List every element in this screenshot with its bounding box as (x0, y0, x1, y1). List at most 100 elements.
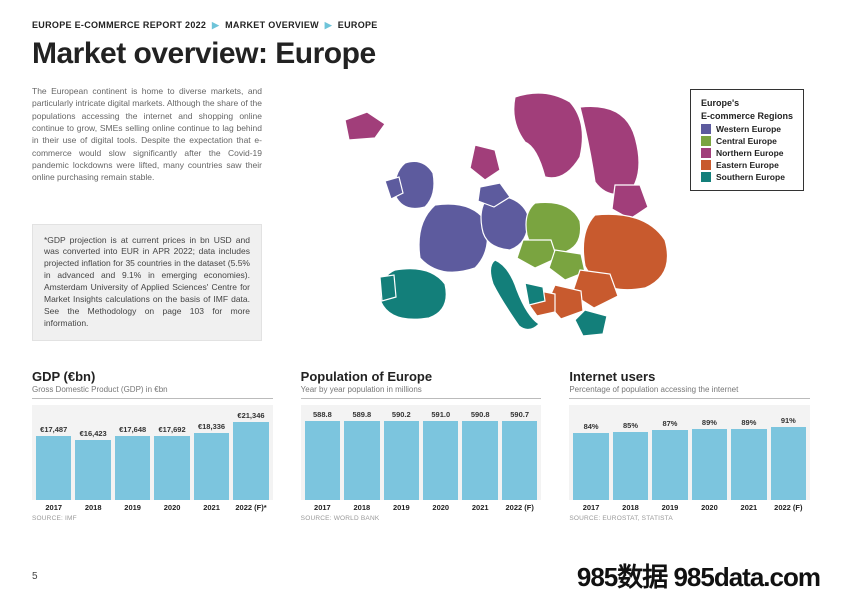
bar: 87% (652, 409, 687, 500)
bar-rect (462, 421, 497, 500)
bar-rect (154, 436, 189, 500)
x-label: 2018 (613, 503, 648, 512)
x-label: 2019 (115, 503, 150, 512)
bar-rect (344, 421, 379, 500)
chart-x-labels: 201720182019202020212022 (F) (301, 503, 542, 512)
legend-item: Eastern Europe (701, 160, 793, 170)
europe-map: Europe's E-commerce Regions Western Euro… (280, 85, 810, 345)
bar-rect (36, 436, 71, 500)
legend-item: Northern Europe (701, 148, 793, 158)
bar-rect (194, 433, 229, 500)
bar-rect (771, 427, 806, 500)
bar-value-label: 91% (781, 416, 796, 425)
bar-rect (384, 421, 419, 500)
watermark: 985数据 985data.com (577, 557, 820, 594)
x-label: 2022 (F) (771, 503, 806, 512)
bar-rect (305, 421, 340, 500)
legend-swatch (701, 124, 711, 134)
breadcrumb-sep-1: ▶ (212, 20, 219, 30)
x-label: 2020 (154, 503, 189, 512)
legend-label: Western Europe (716, 124, 781, 134)
map-legend: Europe's E-commerce Regions Western Euro… (690, 89, 804, 191)
bar-rect (731, 429, 766, 500)
x-label: 2021 (194, 503, 229, 512)
legend-title-2: E-commerce Regions (701, 111, 793, 121)
bar: 591.0 (423, 409, 458, 500)
bar: €18,336 (194, 409, 229, 500)
legend-label: Central Europe (716, 136, 777, 146)
legend-item: Southern Europe (701, 172, 793, 182)
bar-rect (233, 422, 268, 500)
bar-rect (613, 432, 648, 500)
x-label: 2019 (652, 503, 687, 512)
bar: €17,487 (36, 409, 71, 500)
bar: €17,692 (154, 409, 189, 500)
bar: 590.8 (462, 409, 497, 500)
chart-source: SOURCE: IMF (32, 515, 273, 522)
legend-swatch (701, 172, 711, 182)
breadcrumb-part-2: MARKET OVERVIEW (225, 20, 319, 30)
x-label: 2018 (75, 503, 110, 512)
bar: 89% (692, 409, 727, 500)
chart-bars: 588.8589.8590.2591.0590.8590.7 (301, 405, 542, 500)
x-label: 2018 (344, 503, 379, 512)
bar-rect (652, 430, 687, 500)
bar-value-label: 590.2 (392, 410, 411, 419)
bar: 84% (573, 409, 608, 500)
chart-rule (301, 398, 542, 399)
bar-value-label: 591.0 (431, 410, 450, 419)
chart-subtitle: Gross Domestic Product (GDP) in €bn (32, 385, 273, 394)
legend-label: Eastern Europe (716, 160, 779, 170)
legend-label: Northern Europe (716, 148, 784, 158)
chart-rule (32, 398, 273, 399)
bar-value-label: 588.8 (313, 410, 332, 419)
bar: €16,423 (75, 409, 110, 500)
chart-title: Internet users (569, 369, 810, 384)
bar-rect (692, 429, 727, 500)
bar-rect (423, 421, 458, 500)
bar-value-label: 89% (702, 418, 717, 427)
breadcrumb-sep-2: ▶ (325, 20, 332, 30)
chart-internet: Internet usersPercentage of population a… (569, 369, 810, 522)
legend-swatch (701, 148, 711, 158)
page-number: 5 (32, 571, 38, 582)
footnote-box: *GDP projection is at current prices in … (32, 224, 262, 341)
x-label: 2021 (462, 503, 497, 512)
chart-population: Population of EuropeYear by year populat… (301, 369, 542, 522)
legend-item: Western Europe (701, 124, 793, 134)
bar: €21,346 (233, 409, 268, 500)
x-label: 2021 (731, 503, 766, 512)
chart-rule (569, 398, 810, 399)
intro-text: The European continent is home to divers… (32, 85, 262, 184)
bar: 589.8 (344, 409, 379, 500)
legend-label: Southern Europe (716, 172, 785, 182)
bar: 85% (613, 409, 648, 500)
bar-value-label: €16,423 (80, 429, 107, 438)
bar-value-label: 590.8 (471, 410, 490, 419)
x-label: 2020 (423, 503, 458, 512)
x-label: 2017 (305, 503, 340, 512)
bar-value-label: €18,336 (198, 422, 225, 431)
chart-subtitle: Year by year population in millions (301, 385, 542, 394)
bar-value-label: €17,692 (159, 425, 186, 434)
chart-title: GDP (€bn) (32, 369, 273, 384)
bar: 588.8 (305, 409, 340, 500)
chart-gdp: GDP (€bn)Gross Domestic Product (GDP) in… (32, 369, 273, 522)
breadcrumb: EUROPE E-COMMERCE REPORT 2022 ▶ MARKET O… (32, 20, 810, 31)
breadcrumb-part-1: EUROPE E-COMMERCE REPORT 2022 (32, 20, 206, 30)
chart-source: SOURCE: WORLD BANK (301, 515, 542, 522)
bar-value-label: €17,648 (119, 425, 146, 434)
breadcrumb-part-3: EUROPE (338, 20, 378, 30)
x-label: 2019 (384, 503, 419, 512)
bar: €17,648 (115, 409, 150, 500)
legend-title-1: Europe's (701, 98, 793, 108)
bar-value-label: 87% (662, 419, 677, 428)
legend-swatch (701, 160, 711, 170)
legend-item: Central Europe (701, 136, 793, 146)
bar-value-label: 84% (584, 422, 599, 431)
chart-bars: 84%85%87%89%89%91% (569, 405, 810, 500)
legend-swatch (701, 136, 711, 146)
bar-value-label: €17,487 (40, 425, 67, 434)
chart-bars: €17,487 €16,423 €17,648 €17,692 €18,336 €21,3… (32, 405, 273, 500)
chart-x-labels: 201720182019202020212022 (F) (569, 503, 810, 512)
